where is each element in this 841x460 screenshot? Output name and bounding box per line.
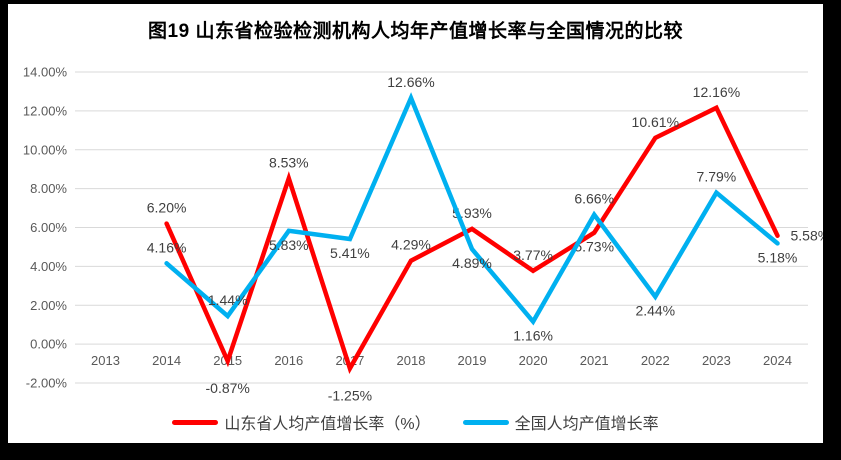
data-label: 1.44%: [208, 292, 248, 308]
legend-item: 全国人均产值增长率: [462, 410, 659, 434]
legend-item: 山东省人均产值增长率（%）: [172, 410, 431, 434]
line-chart: 14.00% 12.00% 10.00% 8.00% 6.00% 4.00% 2.00% 0.…: [23, 65, 824, 404]
series-line: [164, 104, 780, 374]
data-label: 5.83%: [269, 237, 309, 253]
data-label: 4.29%: [391, 237, 431, 253]
series-line: [164, 92, 780, 326]
x-axis-tick-label: 2020: [519, 353, 548, 368]
legend-label: 山东省人均产值增长率（%）: [224, 416, 431, 433]
data-label: 5.73%: [574, 239, 614, 255]
data-label: 5.93%: [452, 205, 492, 221]
x-axis-tick-label: 2021: [580, 353, 609, 368]
data-label: -1.25%: [328, 387, 372, 403]
data-label: 4.89%: [452, 255, 492, 271]
chart-title: 图19 山东省检验检测机构人均年产值增长率与全国情况的比较: [148, 21, 683, 42]
x-axis-tick-label: 2023: [702, 353, 731, 368]
x-axis-tick-label: 2024: [763, 353, 792, 368]
data-label: 5.58%: [791, 228, 824, 244]
data-label: 1.16%: [513, 328, 553, 344]
y-axis-tick-label: 12.00%: [23, 103, 68, 118]
data-label: 12.16%: [693, 84, 740, 100]
data-label: 4.16%: [147, 239, 187, 255]
x-axis-tick-label: 2019: [458, 353, 487, 368]
y-axis-tick-label: -2.00%: [26, 376, 68, 391]
data-label: 7.79%: [697, 169, 737, 185]
data-label: -0.87%: [206, 380, 250, 396]
x-axis-tick-label: 2016: [274, 353, 303, 368]
x-axis-tick-label: 2018: [397, 353, 426, 368]
data-label: 3.77%: [513, 247, 553, 263]
x-axis-tick-label: 2022: [641, 353, 670, 368]
y-axis-tick-label: 4.00%: [30, 259, 67, 274]
data-label: 6.20%: [147, 200, 187, 216]
data-label: 2.44%: [635, 303, 675, 319]
y-axis-tick-label: 14.00%: [23, 65, 68, 80]
y-axis-tick-label: 6.00%: [30, 220, 67, 235]
data-label: 5.18%: [758, 249, 798, 265]
chart-area: 图19 山东省检验检测机构人均年产值增长率与全国情况的比较 14.00% 12.0…: [8, 4, 823, 443]
data-label: 8.53%: [269, 154, 309, 170]
legend-line-swatch: [172, 419, 219, 425]
y-axis-tick-label: 8.00%: [30, 181, 67, 196]
legend-label: 全国人均产值增长率: [514, 416, 659, 433]
x-axis-tick-label: 2013: [91, 353, 120, 368]
data-label: 10.61%: [632, 114, 679, 130]
chart-legend: 山东省人均产值增长率（%） 全国人均产值增长率: [8, 410, 823, 434]
data-label: 5.41%: [330, 245, 370, 261]
y-axis-tick-label: 10.00%: [23, 142, 68, 157]
legend-line-swatch: [462, 419, 509, 425]
data-label: 6.66%: [574, 191, 614, 207]
data-label: 12.66%: [387, 74, 434, 90]
y-axis-tick-label: 2.00%: [30, 298, 67, 313]
y-axis-tick-label: 0.00%: [30, 337, 67, 352]
x-axis-tick-label: 2014: [152, 353, 181, 368]
